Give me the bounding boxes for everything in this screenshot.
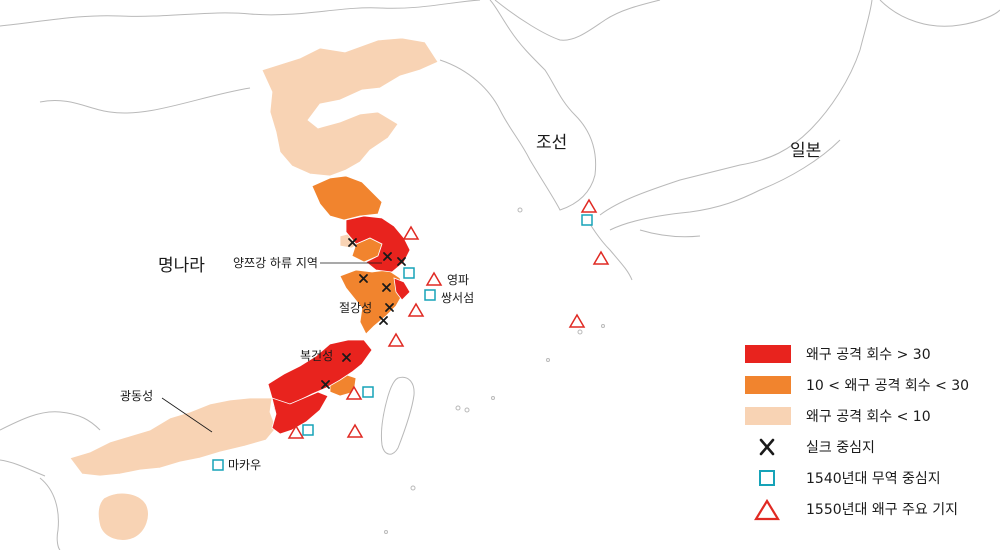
legend-swatch-mid [742, 375, 792, 395]
silk-center-marker [383, 252, 392, 261]
region-high [267, 215, 411, 435]
label-ming: 명나라 [158, 256, 205, 276]
japan-shikoku [639, 229, 701, 238]
pirate-base-marker [345, 385, 363, 400]
pirate-base-marker [407, 302, 425, 317]
legend-trade-icon [742, 468, 792, 488]
leader-guangdong [161, 397, 213, 433]
northern-border-line [0, 0, 481, 27]
leader-lines [161, 262, 382, 433]
japan-hokkaido [879, 0, 1000, 27]
label-shuangyu: 쌍서섬 [441, 291, 474, 305]
island-dot [410, 485, 416, 491]
silk-center-marker [379, 316, 388, 325]
region-guangdong-low [69, 397, 277, 477]
pirate-base-marker [580, 198, 598, 213]
region-low [69, 37, 439, 541]
trade-center-marker [424, 289, 436, 301]
legend-base-icon [742, 498, 792, 520]
island-dot [546, 358, 550, 362]
legend-item-mid: 10 < 왜구 공격 회수 < 30 [742, 369, 992, 400]
region-shandong-mid [311, 175, 383, 221]
legend-item-silk: 실크 중심지 [742, 431, 992, 462]
place-labels: 명나라 조선 일본 양쯔강 하류 지역 절강성 복건성 광동성 영파 쌍서섬 마… [120, 133, 821, 472]
southwest-coast [0, 411, 101, 550]
legend-label: 10 < 왜구 공격 회수 < 30 [806, 377, 970, 394]
silk-center-marker [385, 303, 394, 312]
legend-label: 1540년대 무역 중심지 [806, 470, 941, 487]
legend-label: 왜구 공격 회수 < 10 [806, 408, 931, 425]
region-ningbo-high [393, 277, 411, 301]
region-jiangsu-high [345, 215, 411, 273]
pirate-base-marker [387, 332, 405, 347]
island-dot [491, 396, 495, 400]
silk-markers [321, 238, 406, 389]
island-dot [577, 329, 583, 335]
silk-center-marker [321, 380, 330, 389]
legend-label: 1550년대 왜구 주요 기지 [806, 501, 959, 518]
silk-center-marker [382, 283, 391, 292]
label-joseon: 조선 [536, 133, 567, 153]
region-hainan-low [97, 492, 149, 541]
pirate-base-marker [346, 423, 364, 438]
legend-swatch-low [742, 406, 792, 426]
island-dot [455, 405, 461, 411]
label-fujian: 복건성 [300, 349, 333, 363]
pirate-base-marker [402, 225, 420, 240]
silk-center-marker [342, 353, 351, 362]
pirate-base-marker [425, 271, 443, 286]
silk-center-marker [359, 274, 368, 283]
trade-center-marker [212, 459, 224, 471]
silk-center-marker [348, 238, 357, 247]
korea-coast [439, 0, 597, 211]
legend-label: 실크 중심지 [806, 439, 875, 456]
region-north-coast-low [261, 37, 439, 177]
inland-border [0, 459, 46, 477]
label-yangtze: 양쯔강 하류 지역 [233, 256, 318, 270]
legend-item-high: 왜구 공격 회수 > 30 [742, 338, 992, 369]
island-dot [384, 530, 388, 534]
island-dot [517, 207, 523, 213]
trade-center-marker [362, 386, 374, 398]
label-japan: 일본 [790, 141, 821, 161]
pirate-base-marker [287, 424, 305, 439]
legend-label: 왜구 공격 회수 > 30 [806, 346, 931, 363]
legend-item-trade: 1540년대 무역 중심지 [742, 462, 992, 493]
base-markers [287, 198, 610, 439]
legend-item-low: 왜구 공격 회수 < 10 [742, 400, 992, 431]
island-dot [601, 324, 605, 328]
taiwan-island [381, 376, 415, 455]
northwest-border-line [39, 87, 251, 114]
label-ningbo: 영파 [447, 273, 469, 287]
map-legend: 왜구 공격 회수 > 30 10 < 왜구 공격 회수 < 30 왜구 공격 회… [742, 338, 992, 524]
label-guangdong: 광동성 [120, 389, 153, 403]
korea-north-coast [494, 0, 661, 41]
island-dot [464, 407, 470, 413]
label-macau: 마카우 [228, 458, 261, 472]
japan-honshu-south [609, 139, 841, 231]
japan-honshu-coast [599, 0, 873, 216]
label-zhejiang: 절강성 [339, 301, 372, 315]
legend-silk-icon [742, 437, 792, 457]
pirate-base-marker [592, 250, 610, 265]
silk-center-marker [397, 257, 406, 266]
legend-swatch-high [742, 344, 792, 364]
trade-center-marker [581, 214, 593, 226]
pirate-base-marker [568, 313, 586, 328]
legend-item-base: 1550년대 왜구 주요 기지 [742, 493, 992, 524]
trade-markers [212, 214, 593, 471]
region-fujian-south-high [271, 391, 329, 435]
trade-center-marker [302, 424, 314, 436]
trade-center-marker [403, 267, 415, 279]
